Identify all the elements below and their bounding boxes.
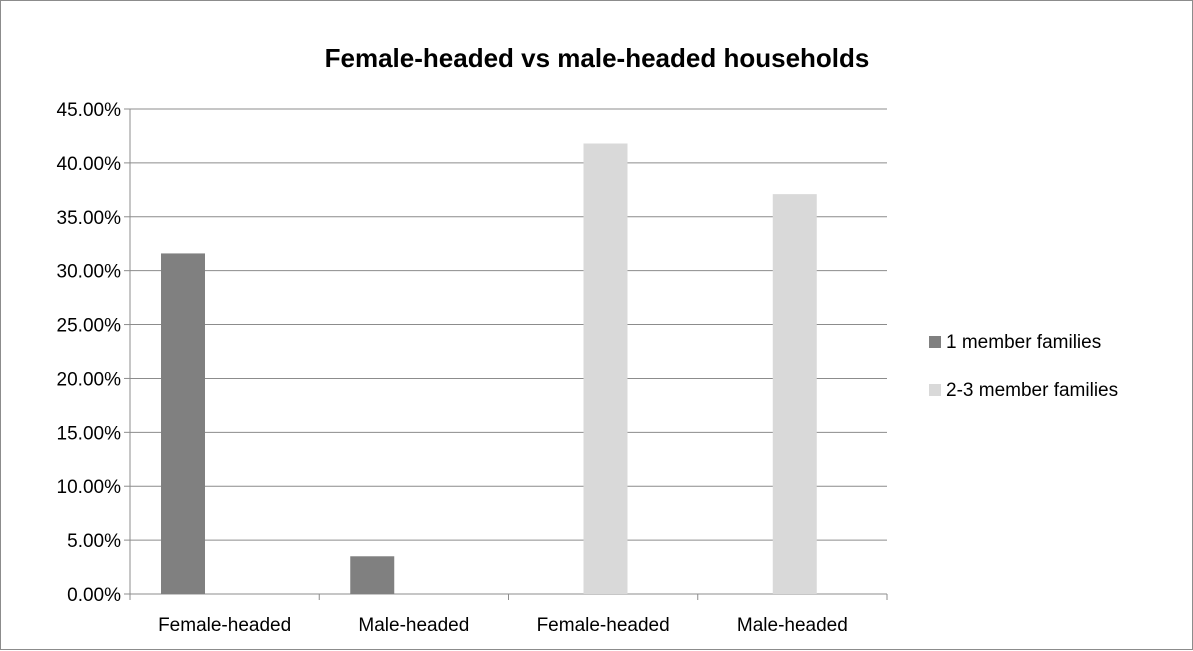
bar <box>772 194 817 594</box>
legend-swatch <box>929 384 941 396</box>
y-tick-label: 35.00% <box>57 208 122 229</box>
y-tick-label: 10.00% <box>57 477 122 498</box>
y-tick-label: 0.00% <box>67 585 121 606</box>
legend-swatch <box>929 336 941 348</box>
category-label: Male-headed <box>358 615 469 636</box>
y-tick-label: 30.00% <box>57 262 122 283</box>
legend-label: 1 member families <box>946 332 1101 353</box>
bar <box>161 253 205 594</box>
gridlines <box>130 108 887 541</box>
legend: 1 member families 2-3 member families <box>929 332 1118 401</box>
y-tick-label: 40.00% <box>57 154 122 175</box>
y-tick-label: 20.00% <box>57 369 122 390</box>
y-tick-labels: 0.00% 5.00% 10.00% 15.00% 20.00% 25.00% 30.00%… <box>57 100 122 606</box>
y-tick-label: 25.00% <box>57 316 122 337</box>
category-label: Female-headed <box>537 615 670 636</box>
y-tick-label: 45.00% <box>57 100 122 121</box>
axes <box>124 108 888 600</box>
bars <box>161 143 817 594</box>
category-labels: Female-headed Male-headed Female-headed Mal… <box>158 615 848 636</box>
category-label: Male-headed <box>737 615 848 636</box>
bar <box>583 143 628 594</box>
y-tick-label: 5.00% <box>67 531 121 552</box>
category-label: Female-headed <box>158 615 291 636</box>
y-tick-label: 15.00% <box>57 423 122 444</box>
legend-label: 2-3 member families <box>946 380 1118 401</box>
bar <box>350 556 395 594</box>
chart-title: Female-headed vs male-headed households <box>325 43 870 73</box>
